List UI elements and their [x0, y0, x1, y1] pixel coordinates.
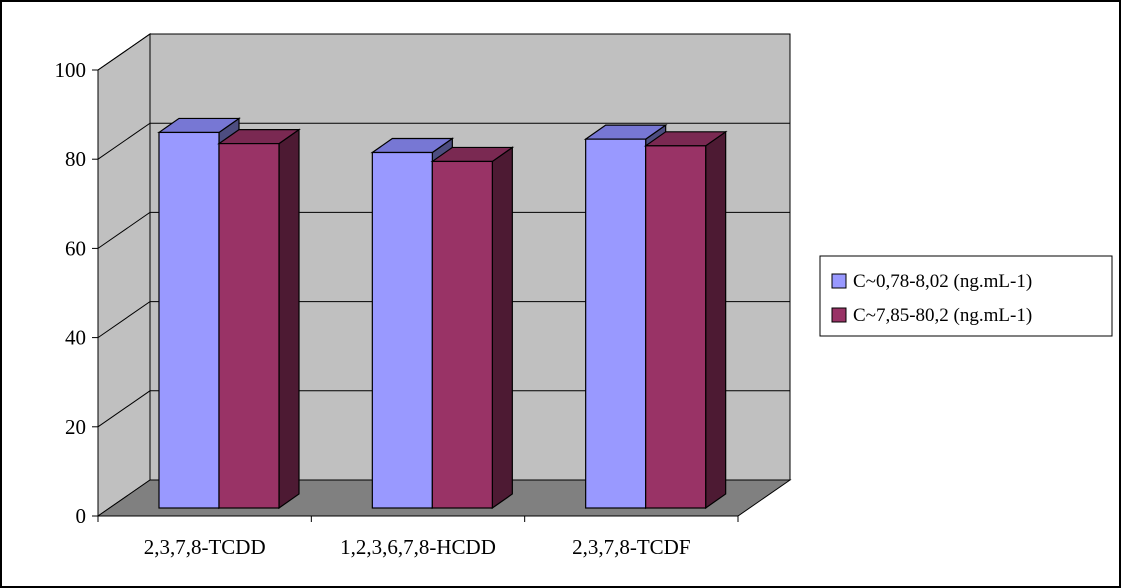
gridline — [97, 33, 790, 71]
bar-front — [645, 145, 707, 509]
bar-side — [705, 130, 727, 510]
y-tick-label: 60 — [65, 236, 86, 260]
gridline — [97, 390, 790, 428]
y-tick-label: 80 — [65, 147, 86, 171]
bar-front — [218, 142, 280, 509]
gridline — [97, 122, 790, 160]
bar-series-2 — [217, 128, 301, 510]
legend-box — [819, 255, 1113, 337]
bar-series-2 — [430, 146, 515, 510]
x-tick-label: 1,2,3,6,7,8-HCDD — [340, 535, 496, 559]
x-axis-ticks: 2,3,7,8-TCDD 1,2,3,6,7,8-HCDD 2,3,7,8-TCDF — [97, 516, 739, 559]
bar-front — [371, 151, 433, 509]
bar-front — [158, 131, 220, 509]
legend-swatch-series-2 — [831, 307, 847, 323]
bar-series-2 — [643, 130, 728, 510]
y-tick-label: 40 — [65, 326, 86, 350]
bar-front — [431, 160, 493, 509]
gridlines — [97, 33, 790, 428]
gridline — [97, 301, 790, 339]
bars — [157, 117, 728, 510]
y-axis-ticks: 0 20 40 60 80 100 — [55, 58, 98, 528]
axes — [97, 70, 738, 517]
bar-side — [491, 146, 513, 510]
y-tick-label: 100 — [55, 58, 87, 82]
x-tick-label: 2,3,7,8-TCDF — [572, 535, 690, 559]
legend: C~0,78-8,02 (ng.mL-1) C~7,85-80,2 (ng.mL… — [819, 255, 1113, 337]
legend-label-series-2: C~7,85-80,2 (ng.mL-1) — [853, 305, 1032, 326]
x-tick-label: 2,3,7,8-TCDD — [144, 535, 266, 559]
y-tick-label: 20 — [65, 415, 86, 439]
y-tick-label: 0 — [76, 504, 87, 528]
legend-swatch-series-1 — [831, 273, 847, 289]
bar-side — [278, 128, 300, 510]
gridline — [97, 211, 790, 249]
legend-label-series-1: C~0,78-8,02 (ng.mL-1) — [853, 271, 1032, 292]
side-wall — [97, 33, 151, 517]
bar-front — [585, 138, 647, 509]
